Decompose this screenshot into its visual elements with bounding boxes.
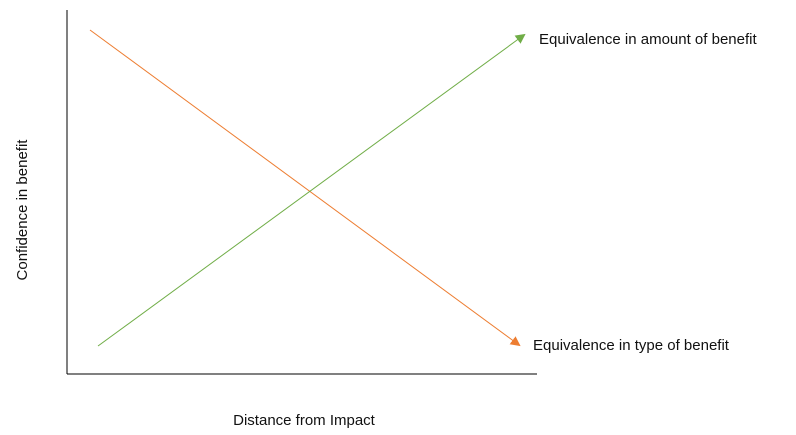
type-of-benefit-line: [89, 29, 521, 347]
amount-of-benefit-line: [97, 33, 526, 347]
type-of-benefit-label: Equivalence in type of benefit: [533, 337, 730, 354]
x-axis-label: Distance from Impact: [233, 412, 376, 429]
y-axis-label: Confidence in benefit: [14, 139, 31, 281]
amount-of-benefit-label: Equivalence in amount of benefit: [539, 31, 757, 48]
